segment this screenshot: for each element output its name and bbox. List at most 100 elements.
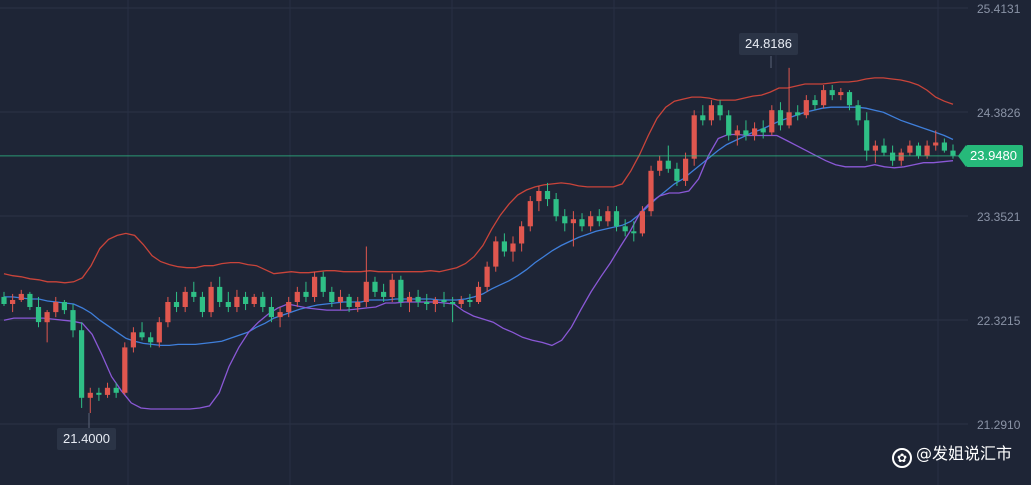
candle-body bbox=[527, 201, 533, 227]
candle-body bbox=[96, 392, 102, 395]
candle-body bbox=[372, 281, 378, 292]
candle-body bbox=[1, 296, 7, 304]
candle-body bbox=[493, 241, 499, 267]
candle-body bbox=[752, 128, 758, 136]
candle-body bbox=[79, 330, 85, 398]
candle-body bbox=[424, 302, 430, 304]
low-price-callout: 21.4000 bbox=[57, 428, 116, 450]
candle-body bbox=[173, 302, 180, 307]
candle-body bbox=[165, 302, 171, 323]
high-price-callout: 24.8186 bbox=[739, 33, 798, 55]
candle-body bbox=[389, 279, 395, 297]
candle-body bbox=[113, 387, 119, 393]
candle-body bbox=[648, 170, 654, 212]
lower-band-line bbox=[3, 133, 954, 410]
candle-body bbox=[217, 286, 223, 302]
candle-body bbox=[544, 191, 551, 200]
candle-body bbox=[312, 276, 318, 297]
candle-body bbox=[415, 296, 421, 302]
y-tick-label-1: 24.3826 bbox=[977, 106, 1021, 120]
candle-body bbox=[519, 226, 525, 244]
candle-body bbox=[864, 120, 870, 151]
candle-body bbox=[355, 302, 361, 307]
candle-body bbox=[251, 296, 257, 304]
candle-body bbox=[562, 216, 568, 224]
candle-body bbox=[191, 291, 197, 297]
candle-body bbox=[829, 90, 835, 96]
candle-body bbox=[760, 128, 766, 133]
candle-body bbox=[674, 168, 680, 181]
candle-body bbox=[717, 105, 723, 116]
candle-body bbox=[941, 142, 947, 151]
candle-body bbox=[406, 296, 413, 302]
candle-body bbox=[553, 199, 559, 217]
candle-body bbox=[303, 291, 309, 297]
candle-body bbox=[950, 150, 956, 156]
candle-body bbox=[657, 160, 663, 171]
candle-body bbox=[268, 307, 274, 318]
candle-body bbox=[243, 296, 249, 304]
candle-body bbox=[683, 158, 689, 181]
y-tick-label-4: 21.2910 bbox=[977, 418, 1021, 432]
candle-body bbox=[881, 145, 887, 153]
candle-body bbox=[277, 312, 283, 318]
candle-body bbox=[838, 92, 844, 96]
candle-body bbox=[286, 302, 292, 313]
candle-body bbox=[890, 152, 896, 161]
candle-body bbox=[432, 300, 438, 304]
candle-body bbox=[475, 286, 482, 302]
candle-body bbox=[898, 152, 904, 161]
candle-body bbox=[450, 302, 456, 304]
candle-body bbox=[570, 219, 576, 224]
candle-body bbox=[924, 145, 930, 156]
candle-body bbox=[27, 293, 33, 307]
watermark-text: @发姐说汇市 bbox=[916, 444, 1013, 463]
candle-body bbox=[588, 216, 594, 227]
candle-body bbox=[769, 110, 775, 133]
candle-body bbox=[294, 291, 300, 302]
candle-body bbox=[329, 291, 335, 302]
candle-body bbox=[872, 145, 878, 151]
candle-body bbox=[622, 226, 628, 232]
candle-body bbox=[458, 300, 464, 304]
candle-body bbox=[363, 281, 369, 302]
candle-body bbox=[777, 110, 784, 126]
candle-body bbox=[907, 145, 913, 153]
y-tick-label-2: 23.3521 bbox=[977, 210, 1021, 224]
watermark: ✿ @发姐说汇市 bbox=[892, 440, 1012, 468]
candle-body bbox=[199, 296, 205, 312]
candle-body bbox=[795, 112, 801, 116]
candle-body bbox=[510, 243, 516, 252]
candle-body bbox=[208, 286, 214, 313]
candle-body bbox=[665, 160, 671, 169]
candle-body bbox=[148, 337, 154, 343]
candle-body bbox=[812, 100, 818, 106]
candle-body bbox=[122, 347, 128, 393]
candle-body bbox=[846, 92, 853, 106]
candle-body bbox=[381, 291, 387, 297]
candle-body bbox=[484, 266, 490, 287]
candle-body bbox=[933, 142, 939, 146]
candle-body bbox=[441, 300, 447, 302]
candle-body bbox=[70, 310, 76, 331]
candle-body bbox=[734, 130, 740, 136]
candle-body bbox=[700, 115, 706, 121]
candle-body bbox=[821, 90, 827, 106]
candle-body bbox=[398, 279, 404, 302]
candle-body bbox=[743, 130, 749, 136]
candle-body bbox=[18, 293, 24, 300]
candle-body bbox=[726, 115, 732, 136]
candle-body bbox=[501, 241, 507, 252]
candle-body bbox=[139, 332, 145, 338]
candle-body bbox=[346, 296, 352, 307]
candle-body bbox=[803, 100, 809, 116]
candle-body bbox=[104, 387, 111, 395]
candle-body bbox=[596, 216, 602, 222]
candle-body bbox=[855, 105, 861, 121]
current-price-tag: 23.9480 bbox=[958, 145, 1023, 167]
candle-body bbox=[639, 211, 645, 234]
upper-band-line bbox=[3, 77, 954, 284]
candle-body bbox=[10, 300, 16, 304]
